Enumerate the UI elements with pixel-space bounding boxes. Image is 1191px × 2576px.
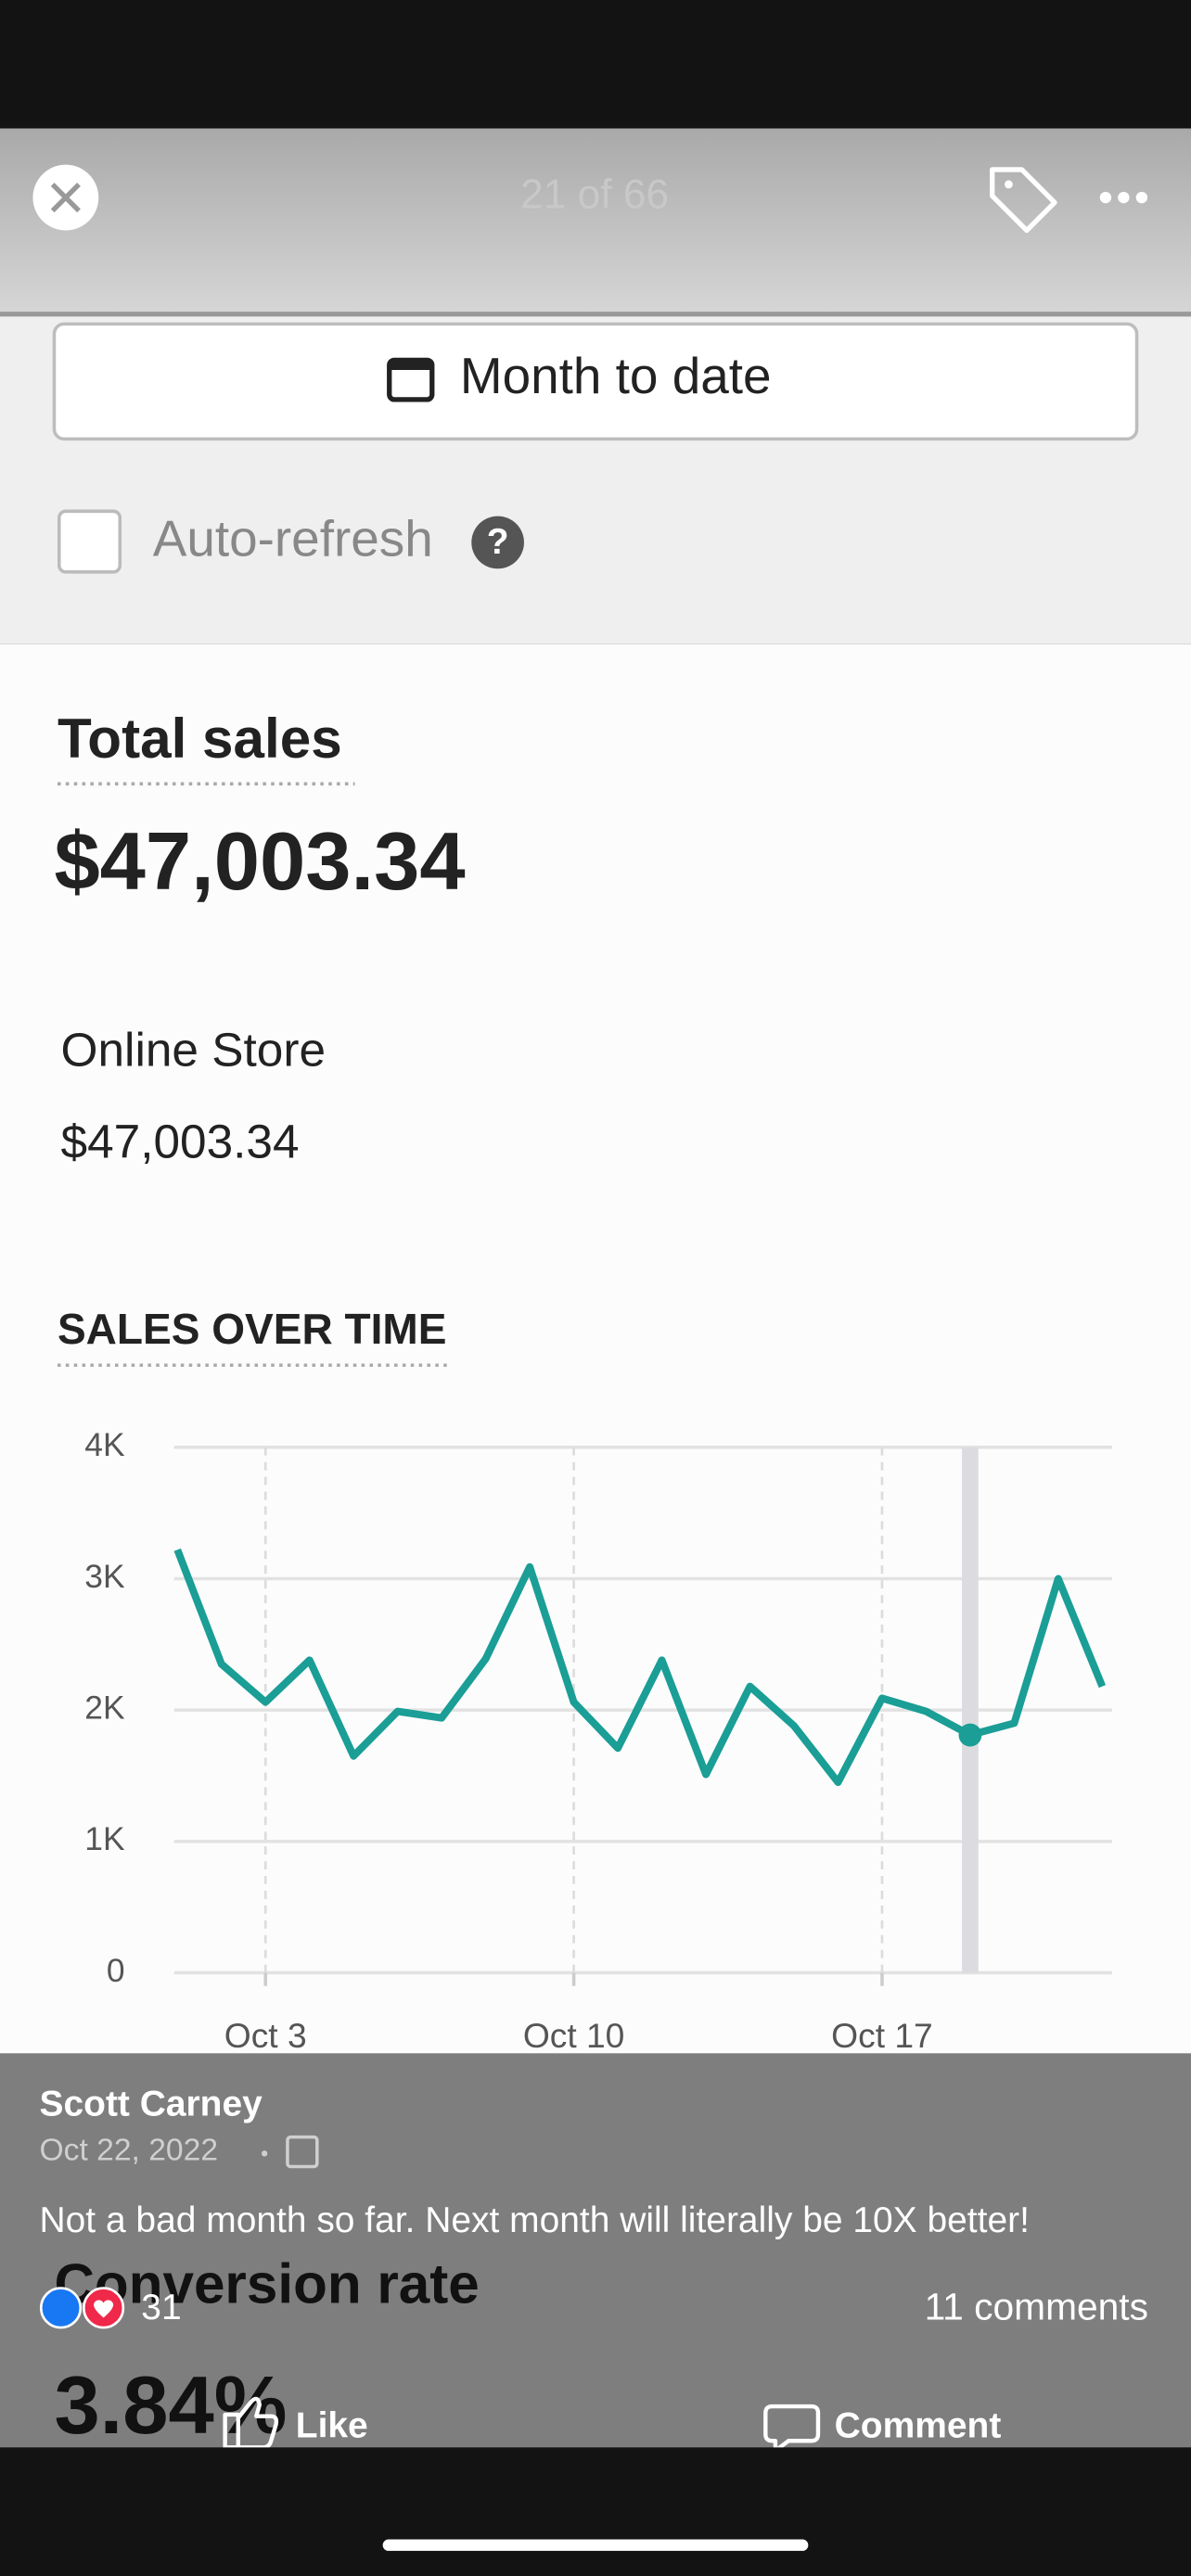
x-tick-label: Oct 10 (523, 2016, 625, 2055)
post-date: Oct 22, 2022 (40, 2133, 219, 2167)
date-range: Month to date (460, 347, 772, 404)
y-tick-label: 1K (84, 1820, 125, 1857)
more-button[interactable] (1099, 191, 1148, 204)
hover-band (962, 1447, 979, 1973)
y-tick-label: 0 (107, 1952, 125, 1989)
hover-point (958, 1723, 982, 1747)
close-glyph (50, 182, 81, 213)
checkbox[interactable] (57, 509, 122, 574)
date-button[interactable] (52, 322, 1139, 441)
like-button[interactable]: Like (296, 2405, 368, 2445)
viewer-header (0, 128, 1191, 313)
caption: Not a bad month so far. Next month will … (40, 2200, 1030, 2240)
bottom-bar (0, 2447, 1191, 2576)
heart-glyph (93, 2300, 114, 2318)
tag-dot (1004, 180, 1013, 189)
tag-button[interactable] (990, 167, 1057, 234)
like-reaction (39, 2287, 83, 2329)
channel-name: Online Store (61, 1023, 327, 1076)
caption-overlay (0, 2053, 1191, 2448)
sales-line (173, 1548, 1107, 1787)
calendar-icon (387, 357, 435, 402)
author[interactable]: Scott Carney (40, 2084, 263, 2123)
help-glyph: ? (487, 522, 509, 562)
total-sales-value: $47,003.34 (54, 815, 465, 907)
reaction-count[interactable]: 31 (141, 2288, 181, 2327)
y-tick-label: 4K (84, 1426, 125, 1463)
channel-value: $47,003.34 (61, 1115, 300, 1167)
help-icon[interactable] (471, 516, 524, 569)
x-tick-label: Oct 17 (831, 2016, 933, 2055)
comment-button[interactable]: Comment (835, 2405, 1002, 2445)
x-tick-label: Oct 3 (224, 2016, 307, 2055)
chart-title: SALES OVER TIME (58, 1305, 446, 1353)
y-tick-label: 3K (84, 1558, 125, 1595)
y-tick-label: 2K (84, 1690, 125, 1727)
photo-counter: 21 of 66 (520, 172, 669, 218)
total-sales-title: Total sales (58, 707, 342, 770)
auto-refresh-label: Auto-refresh (153, 509, 433, 567)
separator (261, 2150, 268, 2157)
comment-icon (763, 2404, 821, 2454)
comment-count[interactable]: 11 comments (925, 2285, 1148, 2327)
audience-icon (286, 2135, 319, 2169)
chart: 0 1K 2K 3K 4K Oct 3 Oct 10 Oct 17 (84, 1426, 1112, 2055)
home-indicator[interactable] (382, 2539, 809, 2551)
